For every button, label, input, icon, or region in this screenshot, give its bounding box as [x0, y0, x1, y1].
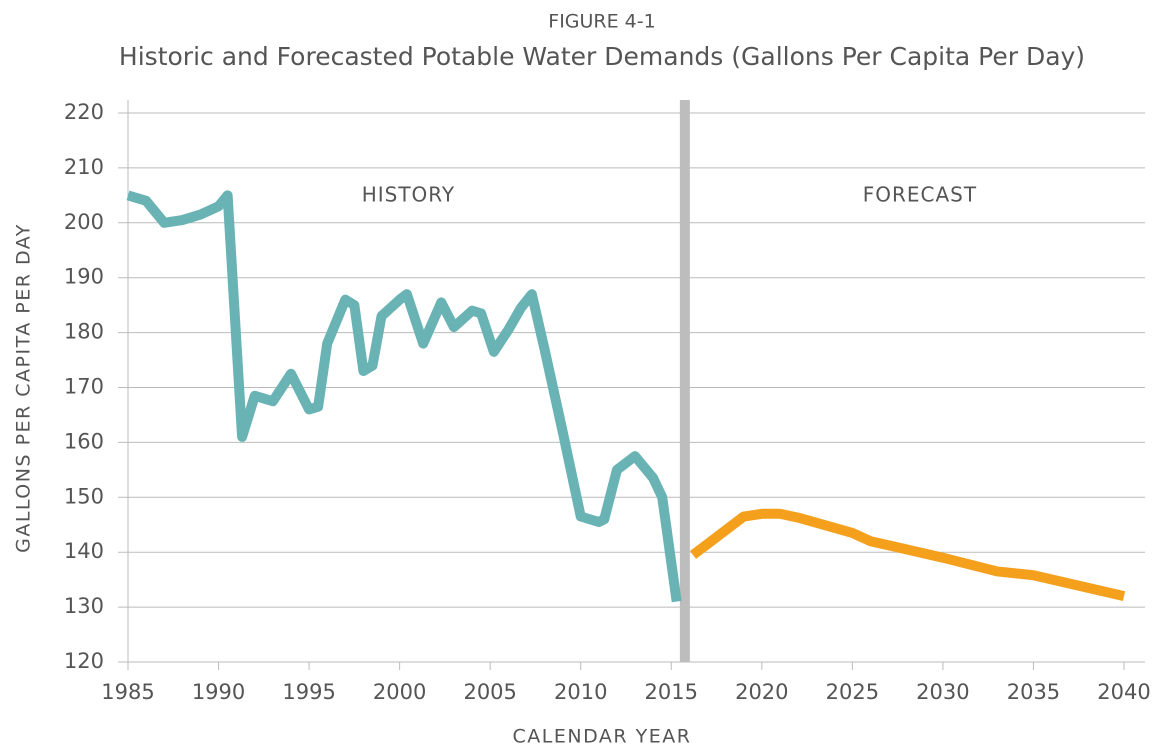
x-tick-label: 2015 [645, 680, 698, 704]
x-tick-label: 2020 [735, 680, 788, 704]
annotation: HISTORY [362, 183, 455, 207]
x-tick-label: 2000 [373, 680, 426, 704]
x-tick-label: 2010 [554, 680, 607, 704]
x-tick-label: 1985 [101, 680, 154, 704]
line-series [126, 190, 682, 603]
y-tick-label: 200 [64, 210, 104, 234]
x-tick-label: 1995 [282, 680, 335, 704]
y-tick-label: 180 [64, 320, 104, 344]
y-tick-label: 150 [64, 484, 104, 508]
annotation: FORECAST [863, 183, 977, 207]
y-tick-label: 190 [64, 265, 104, 289]
x-tick-label: 2005 [463, 680, 516, 704]
line-series [689, 508, 1126, 601]
divider [679, 100, 690, 662]
x-tick-label: 1990 [192, 680, 245, 704]
chart-subtitle: Historic and Forecasted Potable Water De… [119, 42, 1085, 71]
y-axis-label: GALLONS PER CAPITA PER DAY [13, 223, 35, 553]
x-tick-label: 2025 [826, 680, 879, 704]
x-tick-label: 2035 [1007, 680, 1060, 704]
x-tick-label: 2030 [916, 680, 969, 704]
y-tick-label: 130 [64, 594, 104, 618]
y-tick-label: 170 [64, 375, 104, 399]
y-tick-label: 210 [64, 155, 104, 179]
y-tick-label: 160 [64, 429, 104, 453]
x-axis-label: CALENDAR YEAR [513, 726, 692, 748]
y-tick-label: 220 [64, 100, 104, 124]
y-tick-label: 140 [64, 539, 104, 563]
y-tick-label: 120 [64, 649, 104, 673]
chart-title: FIGURE 4-1 [548, 11, 655, 33]
x-tick-label: 2040 [1097, 680, 1150, 704]
